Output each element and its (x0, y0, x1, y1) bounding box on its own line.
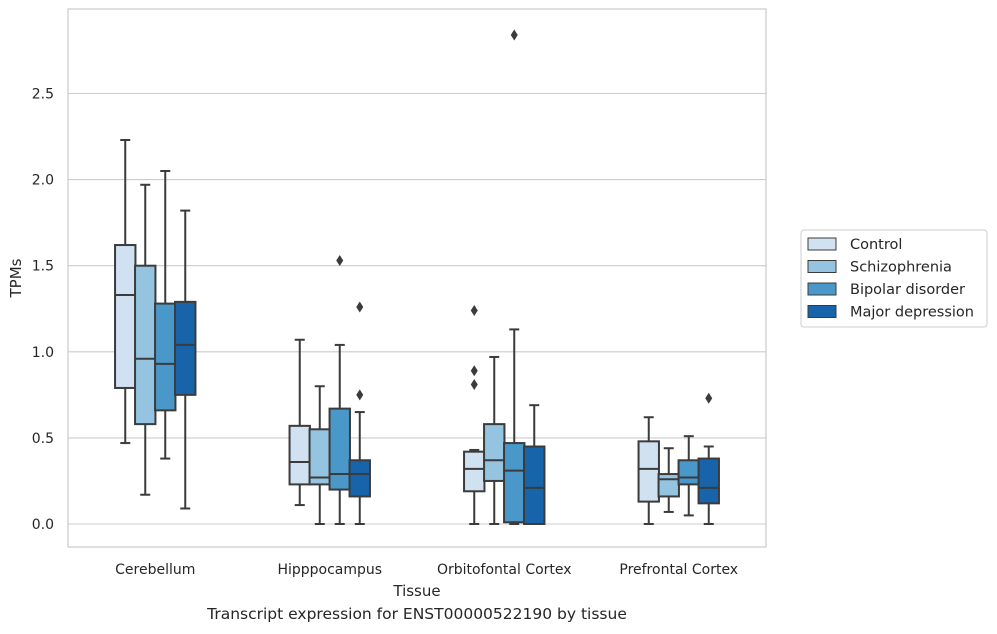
legend: Control Schizophrenia Bipolar disorder Majo… (800, 229, 988, 328)
box-bipolar-disorder (503, 29, 526, 525)
legend-swatch (807, 260, 837, 273)
box (523, 445, 546, 526)
y-tick-label: 1.0 (32, 345, 54, 361)
legend-label: Major depression (850, 305, 974, 321)
box (657, 473, 680, 498)
box-schizophrenia (483, 355, 506, 525)
outlier-point (510, 29, 518, 41)
box (114, 244, 137, 389)
y-tick-label: 2.0 (32, 173, 54, 189)
box-major-depression (174, 209, 197, 510)
legend-swatch (807, 237, 837, 251)
outlier-point (470, 379, 478, 391)
legend-label: Control (850, 237, 902, 253)
legend-swatch (807, 282, 837, 296)
x-axis: Cerebellum Hipppocampus Orbitofontal Corte… (115, 562, 738, 578)
box-schizophrenia (308, 385, 331, 525)
y-tick-label: 0.5 (32, 431, 54, 447)
box-schizophrenia (134, 183, 157, 496)
y-tick-label: 2.5 (32, 87, 54, 103)
box (154, 302, 177, 412)
plot-frame (67, 8, 767, 548)
x-axis-title: Tissue (392, 582, 440, 600)
box-control (288, 338, 311, 507)
outlier-point (356, 301, 364, 313)
outlier-point (336, 255, 344, 267)
box-bipolar-disorder (677, 435, 700, 517)
plot-area (114, 29, 720, 526)
y-axis-title: TPMs (7, 258, 25, 298)
legend-frame (800, 229, 988, 328)
y-tick-label: 0.0 (32, 517, 54, 533)
y-axis: 0.0 0.5 1.0 1.5 2.0 2.5 (32, 87, 54, 534)
box (288, 424, 311, 486)
x-tick-label: Orbitofontal Cortex (437, 562, 572, 578)
box (637, 440, 660, 503)
legend-label: Schizophrenia (850, 260, 952, 276)
box (308, 428, 331, 486)
x-tick-label: Hipppocampus (277, 562, 382, 578)
box (134, 264, 157, 426)
box (483, 423, 506, 482)
box (503, 442, 526, 524)
box (348, 459, 371, 498)
box-bipolar-disorder (154, 169, 177, 460)
outlier-point (705, 392, 713, 404)
x-tick-label: Prefrontal Cortex (619, 562, 738, 578)
box (328, 407, 351, 491)
box (463, 450, 486, 493)
figure-caption: Transcript expression for ENST0000052219… (207, 605, 627, 623)
box (174, 300, 197, 396)
outlier-point (470, 365, 478, 377)
outlier-point (470, 304, 478, 316)
box-schizophrenia (657, 447, 680, 513)
box-major-depression (697, 392, 720, 525)
box (697, 457, 720, 505)
box-control (637, 416, 660, 525)
box (677, 459, 700, 486)
outlier-point (356, 389, 364, 401)
box-control (114, 138, 137, 445)
box-bipolar-disorder (328, 255, 351, 525)
x-tick-label: Cerebellum (115, 562, 195, 578)
legend-swatch (807, 305, 837, 318)
box-major-depression (348, 301, 371, 525)
box-control (463, 304, 486, 525)
legend-label: Bipolar disorder (850, 282, 965, 298)
box-major-depression (523, 404, 546, 526)
y-tick-label: 1.5 (32, 259, 54, 275)
